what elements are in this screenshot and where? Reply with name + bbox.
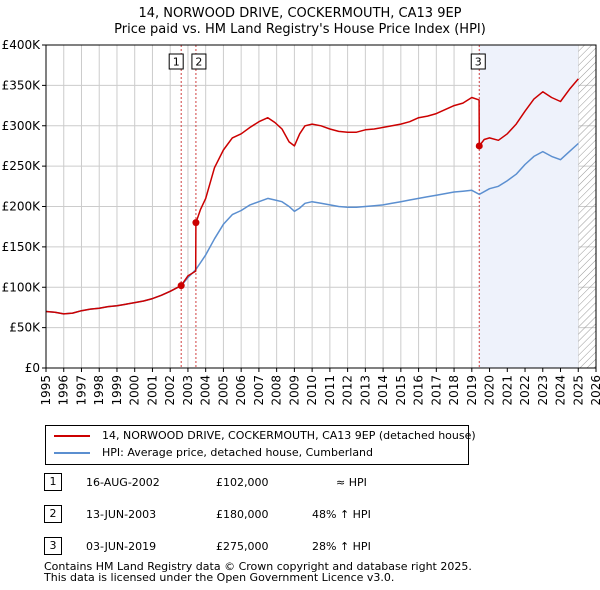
y-tick-label: £200K — [2, 200, 42, 214]
y-tick-label: £250K — [2, 159, 42, 173]
x-tick-label: 2007 — [252, 375, 266, 406]
y-tick-label: £350K — [2, 78, 42, 92]
x-tick-label: 2001 — [145, 375, 159, 406]
x-tick-label: 2015 — [394, 375, 408, 406]
legend-label-hpi: HPI: Average price, detached house, Cumb… — [102, 446, 374, 459]
legend: 14, NORWOOD DRIVE, COCKERMOUTH, CA13 9EP… — [45, 425, 476, 465]
x-tick-label: 2020 — [483, 375, 497, 406]
x-tick-label: 1996 — [57, 375, 71, 406]
x-tick-label: 2014 — [376, 375, 390, 406]
sale-price: £180,000 — [216, 508, 269, 521]
sale-number: 2 — [44, 505, 62, 523]
sale-2-label-box — [191, 53, 207, 70]
footer-attribution: Contains HM Land Registry data © Crown c… — [44, 561, 584, 583]
y-tick-label: £0 — [25, 361, 40, 375]
sale-hpi-comparison: 28% ↑ HPI — [312, 540, 371, 553]
sale-1-label: 1 — [173, 56, 180, 69]
property-price-line — [45, 78, 579, 315]
x-tick-label: 2018 — [447, 375, 461, 406]
chart-title-line1: 14, NORWOOD DRIVE, COCKERMOUTH, CA13 9EP — [138, 6, 462, 21]
sale-1-point — [177, 282, 185, 290]
x-tick-label: 1998 — [92, 375, 106, 406]
sale-price: £275,000 — [216, 540, 269, 553]
sale-price: £102,000 — [216, 476, 269, 489]
x-tick-label: 2022 — [518, 375, 532, 406]
x-tick-label: 2016 — [412, 375, 426, 406]
x-tick-label: 2009 — [287, 375, 301, 406]
x-tick-label: 2019 — [465, 375, 479, 406]
sale-date: 16-AUG-2002 — [86, 476, 160, 489]
footer-line2: This data is licensed under the Open Gov… — [44, 571, 395, 584]
sale-2-label: 2 — [195, 56, 202, 69]
x-tick-label: 2017 — [429, 375, 443, 406]
x-tick-label: 2004 — [199, 375, 213, 406]
chart-title: 14, NORWOOD DRIVE, COCKERMOUTH, CA13 9EP… — [0, 6, 600, 38]
x-tick-label: 2006 — [234, 375, 248, 406]
sale-row-2: 2 13-JUN-2003 £180,000 48% ↑ HPI — [44, 505, 464, 525]
x-tick-label: 2003 — [181, 375, 195, 406]
y-tick-label: £100K — [2, 280, 42, 294]
legend-label-property: 14, NORWOOD DRIVE, COCKERMOUTH, CA13 9EP… — [102, 429, 476, 442]
y-tick-label: £400K — [2, 38, 42, 52]
sale-number: 3 — [44, 537, 62, 555]
future-hatched-region — [578, 45, 596, 368]
x-tick-label: 2021 — [500, 375, 514, 406]
x-tick-label: 2024 — [554, 375, 568, 406]
sale-hpi-comparison: ≈ HPI — [336, 476, 367, 489]
post-sale-shaded-region — [479, 45, 579, 368]
chart-plot: 1 2 3 £0 £50K £100K £150K £200K £250K £300K £350K… — [2, 38, 600, 406]
y-tick-label: £150K — [2, 240, 42, 254]
sale-hpi-comparison: 48% ↑ HPI — [312, 508, 371, 521]
sale-row-1: 1 16-AUG-2002 £102,000 ≈ HPI — [44, 473, 464, 493]
y-tick-label: £50K — [9, 321, 41, 335]
sale-number: 1 — [44, 473, 62, 491]
sale-2-point — [192, 219, 200, 227]
y-tick-label: £300K — [2, 119, 42, 133]
sale-1-label-box — [168, 53, 184, 70]
chart-title-line2: Price paid vs. HM Land Registry's House … — [114, 22, 486, 37]
x-tick-label: 2008 — [270, 375, 284, 406]
x-tick-label: 2026 — [589, 375, 600, 406]
x-tick-label: 2023 — [536, 375, 550, 406]
sale-3-label: 3 — [475, 56, 482, 69]
sale-3-label-box — [470, 53, 486, 70]
sale-date: 13-JUN-2003 — [86, 508, 157, 521]
x-tick-label: 2025 — [571, 375, 585, 406]
x-tick-label: 2012 — [341, 375, 355, 406]
footer-line1: Contains HM Land Registry data © Crown c… — [44, 560, 472, 573]
x-tick-label: 2013 — [358, 375, 372, 406]
x-tick-label: 2011 — [323, 375, 337, 406]
legend-swatch-property — [54, 435, 90, 437]
x-tick-label: 2005 — [216, 375, 230, 406]
sale-date: 03-JUN-2019 — [86, 540, 157, 553]
sale-3-point — [475, 142, 483, 150]
x-tick-label: 2002 — [163, 375, 177, 406]
x-tick-label: 2010 — [305, 375, 319, 406]
sale-row-3: 3 03-JUN-2019 £275,000 28% ↑ HPI — [44, 537, 464, 557]
x-tick-label: 1997 — [74, 375, 88, 406]
x-tick-label: 1999 — [110, 375, 124, 406]
legend-swatch-hpi — [54, 452, 90, 454]
x-tick-label: 1995 — [39, 375, 53, 406]
x-tick-label: 2000 — [128, 375, 142, 406]
